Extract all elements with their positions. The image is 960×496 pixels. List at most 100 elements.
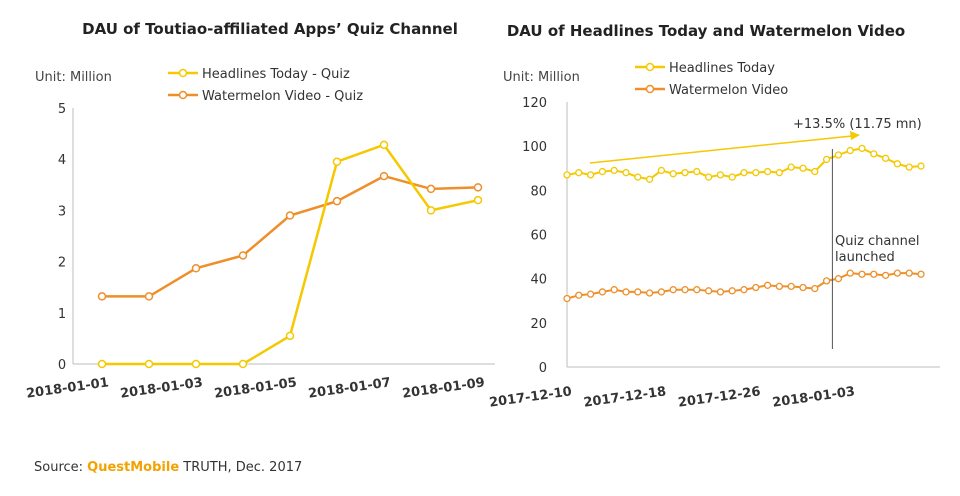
data-point — [586, 171, 595, 179]
legend-item-watermelon-quiz: Watermelon Video - Quiz — [168, 89, 363, 104]
data-point — [905, 163, 913, 171]
data-point — [610, 166, 618, 175]
data-point — [610, 286, 618, 294]
legend-item-headlines-quiz: Headlines Today - Quiz — [168, 67, 350, 82]
data-point — [598, 288, 607, 296]
y-tick-label: 120 — [522, 96, 547, 111]
data-point — [846, 146, 854, 155]
data-point — [893, 269, 902, 277]
x-tick-label: 2018-01-03 — [119, 375, 203, 401]
data-point — [846, 269, 854, 277]
launch-annotation: Quiz channel — [835, 234, 919, 249]
y-tick-label: 2 — [58, 256, 66, 271]
legend-swatch-marker — [645, 62, 655, 72]
y-tick-label: 4 — [58, 153, 66, 168]
x-tick-label: 2018-01-03 — [771, 384, 855, 410]
data-point — [787, 163, 795, 171]
data-point — [881, 271, 890, 280]
data-point — [728, 173, 736, 181]
chart-title: DAU of Toutiao-affiliated Apps’ Quiz Cha… — [82, 20, 458, 38]
data-point — [870, 270, 878, 278]
legend-item-watermelon: Watermelon Video — [635, 83, 788, 98]
source-footer: Source: QuestMobile TRUTH, Dec. 2017 — [34, 460, 302, 475]
data-point — [622, 288, 630, 296]
data-point — [285, 211, 295, 220]
data-point — [740, 286, 748, 294]
growth-arrow-head — [850, 131, 860, 140]
data-point — [426, 206, 436, 215]
data-point — [775, 169, 784, 177]
y-tick-label: 100 — [522, 140, 547, 155]
x-tick-label: 2017-12-18 — [583, 384, 667, 410]
legend-label: Watermelon Video — [669, 83, 788, 98]
chart-headlines-watermelon: DAU of Headlines Today and Watermelon Vi… — [488, 22, 940, 411]
y-tick-label: 5 — [58, 102, 66, 117]
data-point — [799, 164, 807, 172]
growth-annotation: +13.5% (11.75 mn) — [793, 117, 922, 132]
data-point — [811, 167, 819, 176]
y-tick-label: 20 — [530, 317, 547, 332]
data-point — [858, 270, 866, 278]
data-point — [238, 359, 248, 369]
data-point — [822, 277, 831, 285]
data-point — [426, 184, 436, 194]
data-point — [473, 195, 483, 205]
data-point — [763, 167, 772, 176]
data-point — [763, 281, 772, 289]
legend-swatch-marker — [178, 68, 188, 78]
data-point — [634, 173, 642, 181]
legend-label: Headlines Today - Quiz — [202, 67, 350, 82]
data-point — [693, 286, 701, 294]
data-point — [740, 169, 748, 177]
source-suffix: TRUTH, Dec. 2017 — [179, 460, 303, 475]
data-point — [775, 282, 784, 291]
data-point — [669, 170, 677, 178]
source-brand: QuestMobile — [87, 460, 180, 475]
data-point — [563, 294, 571, 303]
y-tick-label: 80 — [530, 184, 547, 199]
data-point — [144, 359, 154, 369]
data-point — [799, 283, 807, 292]
series-watermelon-quiz — [97, 171, 483, 301]
data-point — [704, 287, 713, 295]
data-point — [905, 269, 913, 277]
x-tick-label: 2017-12-10 — [488, 384, 572, 410]
data-point — [575, 291, 583, 299]
data-point — [332, 157, 342, 167]
data-point — [645, 289, 654, 297]
data-point — [787, 282, 795, 291]
x-tick-label: 2017-12-26 — [677, 384, 761, 410]
legend-label: Watermelon Video - Quiz — [202, 89, 363, 104]
data-point — [473, 183, 483, 192]
data-point — [598, 167, 607, 176]
data-point — [681, 169, 689, 177]
unit-label: Unit: Million — [35, 70, 112, 85]
series-headlines-quiz — [97, 140, 483, 369]
data-point — [575, 169, 583, 177]
unit-label: Unit: Million — [503, 70, 580, 85]
y-tick-label: 0 — [58, 358, 66, 373]
data-point — [669, 286, 677, 294]
data-point — [238, 251, 248, 260]
data-point — [97, 292, 107, 301]
data-point — [332, 196, 342, 206]
legend-label: Headlines Today — [669, 61, 775, 76]
source-prefix: Source: — [34, 460, 88, 475]
growth-arrow-line — [589, 135, 853, 164]
series-line — [102, 174, 479, 298]
data-point — [586, 290, 595, 298]
data-point — [97, 359, 107, 369]
y-tick-label: 40 — [530, 273, 547, 288]
data-point — [858, 144, 866, 153]
data-point — [752, 283, 760, 292]
data-point — [622, 169, 630, 177]
data-point — [716, 288, 725, 296]
data-point — [870, 150, 878, 158]
data-point — [657, 288, 666, 296]
data-point — [704, 173, 713, 181]
data-point — [285, 331, 295, 341]
data-point — [379, 140, 389, 150]
data-point — [693, 167, 701, 176]
series-line — [102, 143, 479, 366]
